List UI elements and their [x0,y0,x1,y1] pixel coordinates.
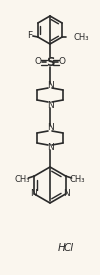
Text: N: N [63,189,70,199]
Text: CH₃: CH₃ [70,175,85,183]
Text: N: N [30,189,37,199]
Text: CH₃: CH₃ [73,32,89,42]
Text: N: N [47,81,53,89]
Text: O: O [34,57,42,67]
Text: S: S [46,56,54,68]
Text: N: N [47,123,53,133]
Text: CH₃: CH₃ [15,175,30,183]
Text: N: N [47,144,53,153]
Text: H: H [58,243,66,253]
Text: F: F [27,31,32,40]
Text: Cl: Cl [64,243,74,253]
Text: O: O [58,57,66,67]
Text: N: N [47,100,53,109]
